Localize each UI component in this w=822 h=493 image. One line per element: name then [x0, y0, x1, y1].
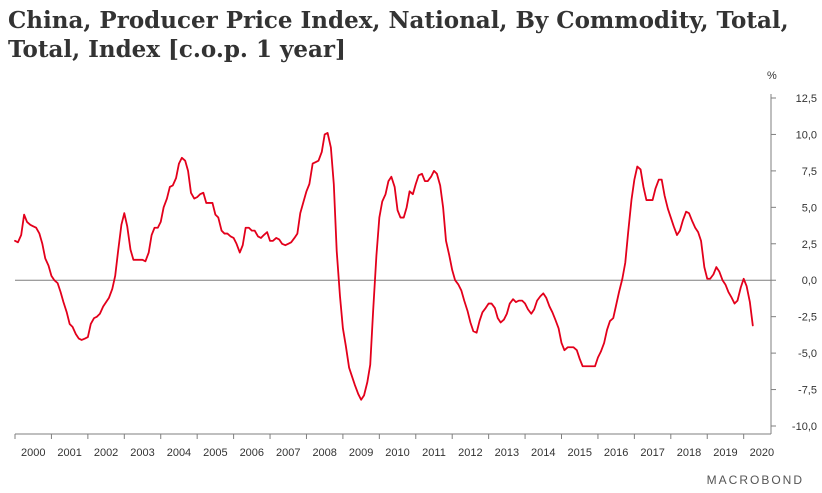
y-tick-label: 12,5	[796, 93, 817, 105]
x-axis: 2000 2001 2002 2003 2004 2005 2006 2007 2008 2009…	[14, 433, 774, 459]
x-tick-label: 2006	[240, 447, 264, 459]
x-tick-label: 2014	[531, 447, 555, 459]
x-tick-label: 2011	[422, 447, 446, 459]
x-tick-label: 2000	[21, 447, 45, 459]
x-tick-label: 2019	[713, 447, 737, 459]
y-tick-label: 7,5	[802, 166, 817, 178]
x-tick-label: 2001	[57, 447, 81, 459]
x-tick-label: 2015	[567, 447, 591, 459]
series-layer	[14, 132, 754, 401]
x-tick-label: 2004	[167, 447, 191, 459]
y-axis-unit: %	[767, 70, 777, 82]
y-tick-label: 5,0	[802, 202, 817, 214]
y-tick-label: -5,0	[798, 348, 817, 360]
series-line	[14, 132, 754, 401]
brand-logo: MACROBOND	[706, 473, 804, 487]
y-tick-label: 2,5	[802, 239, 817, 251]
y-tick-label: -10,0	[792, 421, 817, 433]
x-tick-label: 2010	[385, 447, 409, 459]
y-tick-label: 10,0	[796, 129, 817, 141]
x-tick-label: 2012	[458, 447, 482, 459]
x-tick-label: 2002	[94, 447, 118, 459]
chart-title: China, Producer Price Index, National, B…	[8, 7, 789, 63]
x-tick-label: 2005	[203, 447, 227, 459]
y-tick-label: -2,5	[798, 312, 817, 324]
x-tick-label: 2018	[677, 447, 701, 459]
x-tick-label: 2007	[276, 447, 300, 459]
x-tick-label: 2003	[130, 447, 154, 459]
x-tick-label: 2009	[349, 447, 373, 459]
x-tick-label: 2020	[750, 447, 774, 459]
x-tick-label: 2013	[495, 447, 519, 459]
y-axis: 12,5 10,0 7,5 5,0 2,5 0,0 -2,5 -5,0 -7,5 -10,0%	[15, 70, 817, 434]
x-tick-label: 2008	[312, 447, 336, 459]
y-tick-label: -7,5	[798, 385, 817, 397]
x-tick-label: 2016	[604, 447, 628, 459]
y-tick-label: 0,0	[802, 275, 817, 287]
x-tick-label: 2017	[640, 447, 664, 459]
